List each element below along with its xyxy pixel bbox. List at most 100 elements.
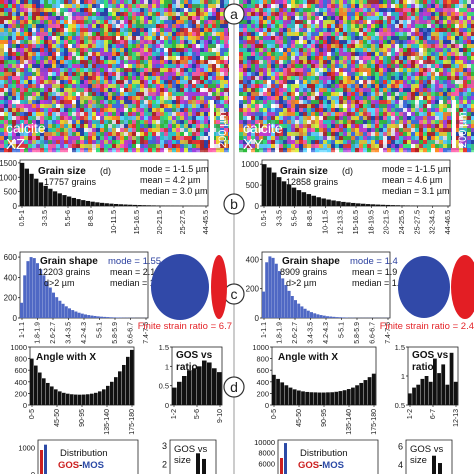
grain — [459, 64, 464, 69]
grain — [251, 148, 256, 153]
grain — [303, 48, 308, 53]
bar — [351, 387, 355, 405]
grain — [275, 0, 280, 5]
grain — [88, 16, 93, 21]
grain — [387, 12, 392, 17]
grain — [307, 44, 312, 49]
grain — [136, 60, 141, 65]
grain — [319, 4, 324, 9]
grain — [72, 80, 77, 85]
grain — [56, 12, 61, 17]
grain — [315, 4, 320, 9]
x-tick-label: 175-180 — [371, 409, 378, 435]
grain — [84, 24, 89, 29]
grain — [172, 4, 177, 9]
grain — [443, 100, 448, 105]
grain — [28, 112, 33, 117]
grain — [24, 92, 29, 97]
grain — [355, 136, 360, 141]
grain — [439, 44, 444, 49]
grain — [16, 40, 21, 45]
chart-title: ratio — [176, 362, 198, 373]
grain — [323, 12, 328, 17]
grain — [192, 8, 197, 13]
grain — [283, 80, 288, 85]
grain — [200, 24, 205, 29]
grain — [299, 136, 304, 141]
grain — [192, 148, 197, 153]
grain — [423, 48, 428, 53]
grain — [259, 136, 264, 141]
grain — [164, 72, 169, 77]
grain — [255, 16, 260, 21]
grain — [92, 28, 97, 33]
grain — [56, 68, 61, 73]
grain — [112, 0, 117, 5]
y-tick-label: 1000 — [241, 160, 259, 169]
grain — [299, 48, 304, 53]
grain — [331, 56, 336, 61]
grain — [339, 112, 344, 117]
grain — [24, 136, 29, 141]
grain — [64, 32, 69, 37]
grain — [267, 92, 272, 97]
grain — [363, 40, 368, 45]
grain — [283, 120, 288, 125]
grain — [64, 96, 69, 101]
grain — [251, 52, 256, 57]
grain — [315, 136, 320, 141]
grain — [124, 128, 129, 133]
grain — [367, 36, 372, 41]
grain — [307, 100, 312, 105]
grain — [192, 56, 197, 61]
grain — [44, 12, 49, 17]
grain — [291, 88, 296, 93]
grain — [323, 128, 328, 133]
grain — [467, 84, 472, 89]
grain — [363, 12, 368, 17]
grain — [64, 128, 69, 133]
grain — [387, 84, 392, 89]
grain — [371, 40, 376, 45]
grain — [259, 96, 264, 101]
grain — [403, 92, 408, 97]
grain — [196, 104, 201, 109]
grain — [431, 132, 436, 137]
grain — [255, 132, 260, 137]
plot-frame — [37, 439, 139, 474]
grain — [80, 140, 85, 145]
grain — [283, 48, 288, 53]
grain — [387, 136, 392, 141]
grain — [267, 104, 272, 109]
grain — [168, 16, 173, 21]
grain — [52, 148, 57, 153]
grain — [259, 104, 264, 109]
grain — [363, 120, 368, 125]
grain — [287, 4, 292, 9]
grain — [128, 60, 133, 65]
grain — [148, 8, 153, 13]
grain — [391, 20, 396, 25]
grain — [188, 88, 193, 93]
grain — [44, 136, 49, 141]
grain — [196, 128, 201, 133]
grain — [160, 132, 165, 137]
grain — [291, 0, 296, 5]
grain — [144, 56, 149, 61]
bar — [217, 372, 222, 405]
grain — [335, 136, 340, 141]
grain — [160, 100, 165, 105]
grain — [247, 36, 252, 41]
grain — [331, 0, 336, 5]
grain — [112, 100, 117, 105]
grain — [255, 84, 260, 89]
grain — [4, 148, 9, 153]
grain — [263, 8, 268, 13]
grain — [56, 36, 61, 41]
grain — [411, 100, 416, 105]
grain — [267, 88, 272, 93]
grain — [439, 72, 444, 77]
grain — [92, 4, 97, 9]
grain — [367, 116, 372, 121]
grain — [263, 0, 268, 5]
